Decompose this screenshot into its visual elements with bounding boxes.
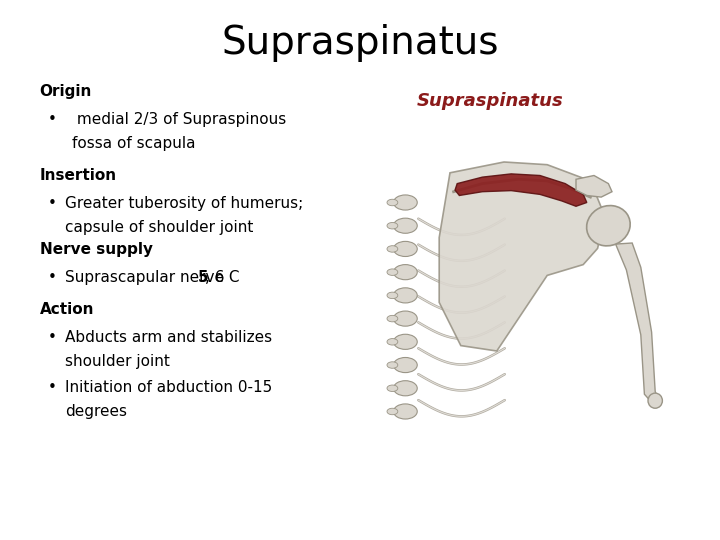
Ellipse shape (387, 199, 397, 206)
Ellipse shape (387, 315, 397, 322)
Ellipse shape (393, 381, 418, 396)
Ellipse shape (393, 195, 418, 210)
Text: Suprascapular nerve C: Suprascapular nerve C (65, 270, 244, 285)
Text: Supraspinatus: Supraspinatus (221, 24, 499, 62)
Text: Origin: Origin (40, 84, 92, 99)
Ellipse shape (387, 408, 397, 415)
Ellipse shape (387, 269, 397, 275)
Ellipse shape (393, 334, 418, 349)
Text: •: • (48, 112, 57, 127)
Text: •: • (48, 330, 57, 346)
Polygon shape (439, 162, 605, 351)
Ellipse shape (393, 218, 418, 233)
Polygon shape (576, 176, 612, 197)
Text: Insertion: Insertion (40, 168, 117, 183)
Text: •: • (48, 270, 57, 285)
Text: Supraspinatus: Supraspinatus (416, 92, 563, 110)
Text: Greater tuberosity of humerus;: Greater tuberosity of humerus; (65, 196, 303, 211)
Text: •: • (48, 380, 57, 395)
Ellipse shape (393, 311, 418, 326)
Ellipse shape (387, 292, 397, 299)
Text: capsule of shoulder joint: capsule of shoulder joint (65, 220, 253, 235)
Text: fossa of scapula: fossa of scapula (72, 136, 196, 151)
Text: medial 2/3 of Supraspinous: medial 2/3 of Supraspinous (72, 112, 287, 127)
Ellipse shape (393, 241, 418, 256)
Ellipse shape (387, 246, 397, 252)
Text: , 6: , 6 (205, 270, 225, 285)
Ellipse shape (393, 404, 418, 419)
Ellipse shape (587, 206, 630, 246)
Polygon shape (455, 174, 587, 206)
Text: degrees: degrees (65, 404, 127, 419)
Text: •: • (48, 196, 57, 211)
Polygon shape (616, 243, 659, 402)
Text: Initiation of abduction 0-15: Initiation of abduction 0-15 (65, 380, 272, 395)
Ellipse shape (387, 362, 397, 368)
Ellipse shape (393, 265, 418, 280)
Text: 5: 5 (198, 270, 209, 285)
Ellipse shape (387, 339, 397, 345)
Ellipse shape (387, 222, 397, 229)
Ellipse shape (387, 385, 397, 392)
Ellipse shape (393, 357, 418, 373)
Ellipse shape (648, 393, 662, 408)
Text: Abducts arm and stabilizes: Abducts arm and stabilizes (65, 330, 272, 346)
Text: Nerve supply: Nerve supply (40, 242, 153, 257)
Text: Action: Action (40, 302, 94, 318)
Text: shoulder joint: shoulder joint (65, 354, 170, 369)
Ellipse shape (393, 288, 418, 303)
